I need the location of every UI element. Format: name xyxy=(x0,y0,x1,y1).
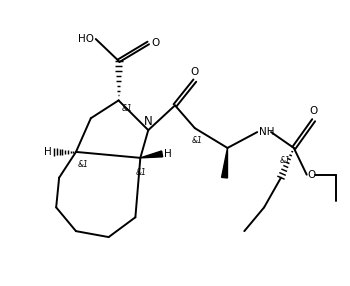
Text: O: O xyxy=(191,67,199,77)
Polygon shape xyxy=(222,148,228,178)
Text: O: O xyxy=(309,106,318,116)
Text: N: N xyxy=(144,115,153,128)
Text: NH: NH xyxy=(259,127,275,137)
Polygon shape xyxy=(140,151,163,158)
Text: &1: &1 xyxy=(121,104,132,113)
Text: HO: HO xyxy=(78,34,94,44)
Text: O: O xyxy=(308,170,316,180)
Text: H: H xyxy=(44,147,52,157)
Text: &1: &1 xyxy=(192,136,203,145)
Text: &1: &1 xyxy=(280,156,291,165)
Text: &1: &1 xyxy=(135,168,146,177)
Text: &1: &1 xyxy=(78,160,89,169)
Text: H: H xyxy=(164,149,172,159)
Text: O: O xyxy=(151,38,160,48)
